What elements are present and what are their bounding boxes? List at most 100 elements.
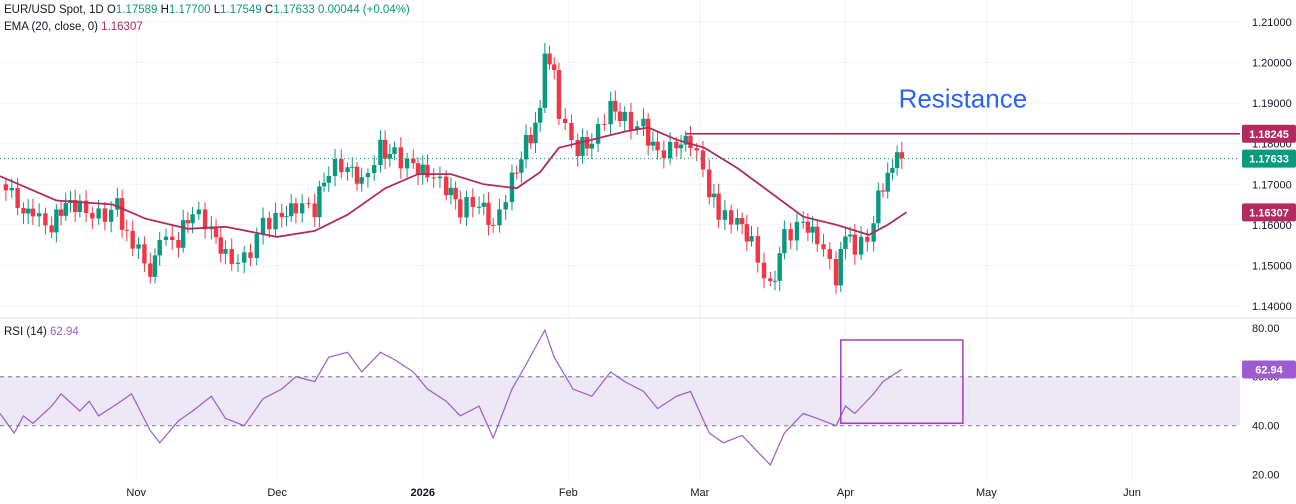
candle-body: [404, 158, 410, 169]
candle-body: [847, 234, 853, 237]
rsi-highlight-box: [840, 339, 964, 425]
candle-body: [102, 208, 108, 222]
candle-body: [694, 148, 699, 151]
candle-body: [431, 177, 436, 179]
candle-body: [552, 64, 557, 71]
candle-body: [876, 190, 881, 224]
candle-body: [284, 216, 289, 218]
candle-body: [411, 158, 416, 164]
candle-body: [354, 166, 360, 184]
candle-body: [470, 197, 476, 208]
rsi-label: RSI (14): [4, 326, 47, 338]
candle-body: [674, 141, 679, 149]
candle-body: [77, 200, 83, 213]
candle-body: [15, 187, 20, 208]
candle-body: [595, 124, 601, 144]
candle-body: [180, 220, 186, 248]
candle-body: [880, 190, 886, 192]
rsi-tick-label: 40.00: [1252, 421, 1280, 433]
candle-body: [260, 217, 266, 234]
symbol-legend: EUR/USD Spot, 1D O1.17589 H1.17700 L1.17…: [4, 4, 410, 16]
candle-body: [645, 118, 651, 146]
candle-body: [542, 53, 548, 108]
time-tick-label: Feb: [559, 487, 578, 499]
candle-body: [54, 209, 59, 233]
time-tick-label: Dec: [267, 487, 287, 499]
candle-body: [437, 176, 443, 179]
candle-body: [852, 234, 858, 255]
rsi-tick-label: 80.00: [1252, 323, 1280, 335]
time-tick-label: Nov: [126, 487, 146, 499]
candle-body: [768, 278, 773, 282]
candle-body: [176, 240, 181, 248]
candle-body: [312, 203, 317, 218]
candle-body: [72, 199, 78, 213]
ema-price-tag: 1.16307: [1249, 207, 1289, 219]
price-tick-label: 1.17000: [1252, 179, 1292, 191]
candle-body: [190, 214, 195, 224]
candle-body: [481, 202, 486, 207]
candle-body: [136, 244, 141, 249]
candle-body: [30, 208, 36, 217]
candle-body: [755, 236, 760, 263]
candle-body: [218, 237, 223, 254]
rsi-tick-label: 20.00: [1252, 470, 1280, 482]
candle-body: [202, 209, 208, 230]
candle-body: [420, 164, 425, 176]
candle-body: [537, 107, 543, 123]
candle-body: [556, 70, 562, 119]
candle-body: [569, 123, 574, 141]
candle-body: [96, 208, 101, 219]
candle-body: [528, 134, 533, 144]
candle-body: [584, 137, 590, 149]
candle-body: [899, 152, 905, 159]
candle-body: [458, 199, 463, 218]
candle-body: [326, 176, 331, 183]
price-tick-label: 1.16000: [1252, 220, 1292, 232]
price-tick-label: 1.19000: [1252, 98, 1292, 110]
candle-body: [700, 150, 706, 170]
candle-body: [464, 197, 469, 218]
candle-body: [317, 186, 322, 218]
candle-body: [749, 236, 754, 242]
candle-body: [115, 198, 120, 210]
price-tick-label: 1.14000: [1252, 301, 1292, 313]
candle-body: [242, 252, 247, 263]
rsi-line: [0, 328, 903, 466]
candle-body: [365, 173, 371, 178]
candle-body: [9, 187, 14, 191]
candle-body: [865, 236, 870, 242]
rsi-value-tag-bg: [1242, 360, 1296, 379]
candle-body: [339, 159, 344, 173]
candle-body: [36, 213, 42, 217]
candle-body: [293, 203, 299, 214]
candle-body: [289, 203, 294, 217]
time-tick-label: 2026: [410, 487, 434, 499]
last-price-tag: 1.17633: [1249, 154, 1289, 166]
candle-body: [3, 184, 9, 191]
low-value: 1.17549: [220, 4, 262, 16]
candle-body: [124, 229, 130, 231]
candle-body: [448, 187, 454, 196]
candle-body: [415, 163, 421, 176]
candle-body: [378, 139, 383, 166]
resistance-price-tag: 1.18245: [1249, 129, 1289, 141]
candle-body: [602, 124, 607, 126]
candle-body: [371, 165, 377, 174]
candle-body: [821, 244, 826, 250]
price-tick-label: 1.20000: [1252, 58, 1292, 70]
candle-body: [83, 200, 89, 214]
time-tick-label: Jun: [1123, 487, 1141, 499]
rsi-legend: RSI (14) 62.94: [4, 326, 79, 338]
candle-body: [683, 135, 688, 145]
candle-body: [248, 252, 253, 259]
candle-body: [805, 221, 811, 233]
rsi-legend-value: 62.94: [50, 326, 79, 338]
candle-body: [794, 221, 800, 241]
candle-body: [777, 253, 782, 281]
candle-body: [152, 255, 158, 277]
candle-body: [345, 167, 350, 173]
candle-body: [650, 141, 656, 146]
